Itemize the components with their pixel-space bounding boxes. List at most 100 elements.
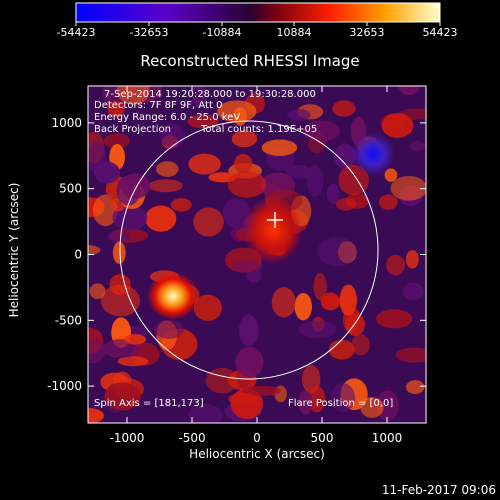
y-tick-label: 0	[74, 248, 82, 262]
colorbar	[75, 2, 441, 23]
texture-blob	[88, 142, 107, 174]
ring-source	[243, 196, 303, 264]
texture-blob	[294, 293, 313, 321]
texture-blob	[238, 314, 259, 347]
texture-blob	[187, 403, 223, 423]
texture-blob	[384, 168, 398, 182]
texture-blob	[223, 198, 251, 229]
colorbar-tick-label: -54423	[56, 26, 96, 39]
spin-axis-text: Spin Axis = [181,173]	[94, 398, 204, 409]
texture-blob	[395, 347, 426, 363]
texture-blob	[406, 380, 425, 395]
y-axis-ticks	[88, 122, 426, 387]
texture-blob	[104, 382, 141, 411]
x-tick-label: -500	[178, 431, 205, 445]
texture-blob	[376, 390, 400, 421]
texture-blob	[88, 408, 104, 423]
total-counts-text: Total counts: 1.19E+05	[201, 124, 318, 135]
texture-blob	[351, 334, 370, 356]
colorbar-tick-label: 54423	[422, 26, 458, 39]
flare-position-text: Flare Position = [0,0]	[288, 398, 394, 409]
texture-blob	[409, 140, 426, 152]
texture-blob	[332, 100, 356, 117]
colorbar-tick-label: 32653	[349, 26, 385, 39]
colorbar-tick-label: -32653	[129, 26, 169, 39]
texture-blob	[124, 334, 147, 345]
x-tick-label: -1000	[110, 431, 145, 445]
texture-blob	[193, 207, 224, 237]
detectors-text: Detectors: 7F 8F 9F, Att 0	[94, 100, 223, 111]
texture-blob	[328, 339, 355, 360]
texture-blob	[100, 284, 141, 317]
texture-blob	[188, 153, 221, 175]
method-text: Back Projection	[94, 124, 171, 135]
texture-blob	[286, 164, 311, 179]
x-axis-ticks	[126, 86, 388, 423]
texture-blob	[339, 284, 357, 316]
y-tick-label: 500	[59, 182, 82, 196]
heatmap-image	[88, 86, 426, 423]
texture-blob	[306, 164, 324, 197]
texture-blob	[231, 260, 263, 273]
texture-blob	[360, 396, 384, 418]
solar-limb	[119, 120, 379, 380]
colorbar-tick-label: 10884	[276, 26, 312, 39]
texture-blob	[145, 205, 177, 232]
x-axis-label: Heliocentric X (arcsec)	[189, 447, 325, 461]
texture-blob	[287, 108, 311, 122]
x-tick-label: 500	[311, 431, 334, 445]
texture-blob	[154, 320, 185, 339]
y-axis-label: Heliocentric Y (arcsec)	[7, 182, 21, 318]
energy-range-text: Energy Range: 6.0 - 25.0 keV	[94, 112, 241, 123]
colorbar-ticks	[75, 22, 441, 26]
x-tick-label: 1000	[372, 431, 403, 445]
texture-blob	[107, 230, 131, 243]
texture-blob	[320, 292, 341, 311]
texture-blob	[170, 198, 192, 212]
y-axis-tick-labels: -1000 -500 0 500 1000	[47, 116, 82, 393]
flare-crosshair	[267, 212, 283, 228]
texture-blob	[261, 139, 298, 156]
texture-blob	[192, 86, 207, 109]
texture-blob	[228, 392, 259, 405]
texture-blob	[89, 283, 106, 300]
y-tick-label: 1000	[51, 116, 82, 130]
x-tick-label: 0	[253, 431, 261, 445]
colorbar-tick-label: -10884	[202, 26, 242, 39]
texture-blob	[386, 254, 406, 276]
texture-blob	[156, 161, 179, 177]
texture-blob	[405, 250, 419, 269]
hot-source	[147, 272, 199, 320]
y-tick-label: -500	[55, 313, 82, 327]
texture-blob	[381, 113, 414, 138]
texture-blob	[317, 237, 357, 267]
texture-blob	[88, 338, 106, 364]
texture-blob	[242, 385, 282, 397]
texture-blob	[88, 245, 101, 256]
texture-blob	[335, 197, 357, 211]
texture-blob	[298, 390, 313, 415]
texture-blob	[205, 367, 239, 394]
texture-blob	[326, 183, 340, 205]
x-axis-tick-labels: -1000 -500 0 500 1000	[110, 431, 403, 445]
texture-blob	[217, 100, 257, 123]
texture-blob	[330, 383, 356, 413]
texture-blob	[193, 294, 222, 322]
texture-blob	[334, 143, 356, 170]
texture-blob	[117, 356, 149, 367]
texture-blob	[116, 86, 150, 105]
texture-blob	[235, 347, 264, 378]
cold-source	[351, 132, 395, 176]
time-range-text: 7-Sep-2014 19:20:28.000 to 19:30:28.000	[104, 89, 316, 100]
texture-blob	[148, 179, 183, 193]
texture-blob	[227, 171, 267, 198]
texture-blob	[303, 120, 340, 142]
texture-blob	[390, 175, 426, 201]
y-tick-label: -1000	[47, 379, 82, 393]
texture-blob	[398, 86, 420, 96]
texture-blob	[233, 153, 253, 174]
texture-blob	[120, 173, 151, 199]
texture-blob	[378, 194, 398, 210]
texture-blob	[187, 114, 219, 129]
